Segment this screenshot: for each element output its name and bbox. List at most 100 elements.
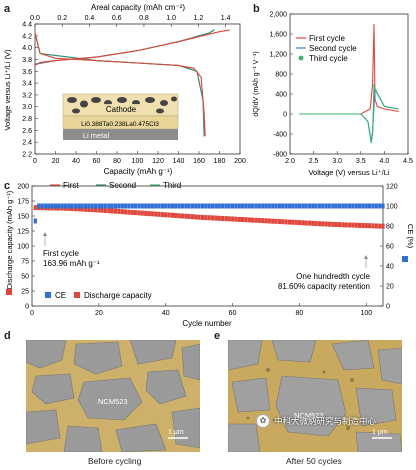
discharge-point: [137, 210, 141, 216]
discharge-point: [234, 216, 238, 222]
panel-label-d: d: [4, 330, 11, 342]
discharge-point: [297, 220, 301, 226]
tick-label: 40: [386, 264, 394, 271]
discharge-point: [344, 222, 348, 228]
y-axis-label: dQ/dV (mAh g⁻¹ V⁻¹): [253, 51, 260, 116]
legend-first-cycle: First cycle: [309, 34, 346, 43]
tick-label: 20: [52, 158, 60, 165]
ce-point: [371, 203, 375, 209]
tick-label: 4.2: [22, 33, 32, 40]
discharge-point: [271, 218, 275, 224]
discharge-point: [224, 216, 228, 222]
discharge-point: [114, 208, 118, 214]
ce-point: [207, 203, 211, 209]
tick-label: 3.8: [22, 57, 32, 64]
ce-point: [241, 203, 245, 209]
ce-point: [194, 203, 198, 209]
discharge-point: [177, 213, 181, 219]
discharge-point: [184, 213, 188, 219]
ce-point: [117, 203, 121, 209]
tick-label: 2.2: [22, 152, 32, 159]
ce-point: [174, 203, 178, 209]
top-ticks: 0.0 0.2 0.4 0.6 0.8 1.0 1.2 1.4: [30, 15, 231, 27]
ce-point: [364, 203, 368, 209]
ce-point: [50, 203, 54, 209]
cathode-label: Cathode: [106, 105, 137, 114]
tick-label: 80: [113, 158, 121, 165]
discharge-point: [204, 215, 208, 221]
ce-point: [160, 203, 164, 209]
discharge-point: [157, 211, 161, 217]
x-ticks: 0 20 40 60 80 100: [30, 303, 372, 317]
ce-point: [204, 203, 208, 209]
ce-point: [304, 203, 308, 209]
discharge-point: [77, 206, 81, 212]
ce-point: [164, 203, 168, 209]
top-tick-label: 1.2: [194, 15, 204, 22]
discharge-point: [301, 220, 305, 226]
discharge-point: [231, 216, 235, 222]
legend-third-cycle: Third cycle: [309, 54, 348, 63]
caption-d: Before cycling: [88, 456, 142, 466]
ce-point: [244, 203, 248, 209]
discharge-point: [371, 223, 375, 229]
cell-schematic: Cathode Li0.388Ta0.238La0.475Cl3 Li meta…: [62, 93, 179, 140]
tick-label: 100: [132, 158, 144, 165]
ce-point: [144, 203, 148, 209]
sem-image-before: NCM523 1 μm: [26, 340, 200, 452]
discharge-point: [87, 207, 91, 212]
discharge-point: [244, 217, 248, 223]
tick-label: 2.5: [309, 158, 319, 165]
ce-point: [351, 203, 355, 209]
y-left-ticks: 0 25 50 75 100 125 150 175 200: [17, 184, 35, 311]
discharge-point: [314, 221, 318, 226]
y-ticks: 2.2 2.4 2.6 2.8 3.0 3.2 3.4 3.6 3.8 4.0 4.2 4.4: [22, 22, 38, 159]
tick-label: 175: [17, 199, 29, 206]
discharge-point: [274, 218, 278, 224]
legend-b: First cycle Second cycle Third cycle: [296, 34, 357, 63]
tick-label: 0: [30, 310, 34, 317]
top-tick-label: 1.4: [221, 15, 231, 22]
discharge-point: [381, 223, 385, 229]
ce-point: [170, 203, 174, 209]
ce-point: [120, 203, 124, 209]
tick-label: 25: [21, 289, 29, 296]
ce-point: [234, 203, 238, 209]
ce-point: [177, 203, 181, 209]
discharge-point: [120, 209, 124, 215]
particle-label-e: NCM523: [294, 411, 324, 420]
discharge-point: [160, 212, 164, 218]
discharge-point: [267, 218, 271, 224]
ce-point: [337, 203, 342, 209]
discharge-point: [93, 207, 98, 213]
discharge-point: [257, 217, 261, 223]
discharge-point: [341, 222, 345, 228]
ce-point: [247, 203, 251, 209]
ce-point: [110, 203, 114, 209]
discharge-point: [103, 208, 108, 213]
ce-point: [267, 203, 271, 209]
panel-a-chart: Areal capacity (mAh cm⁻²) 0.0 0.2 0.4 0.6 0.…: [3, 3, 246, 190]
discharge-point: [197, 214, 201, 220]
discharge-point: [287, 219, 291, 225]
ce-point: [33, 218, 37, 224]
ce-point: [127, 203, 131, 209]
discharge-point: [254, 217, 258, 223]
discharge-point: [190, 214, 195, 220]
discharge-point: [261, 218, 265, 224]
ce-point: [297, 203, 301, 209]
annotation-first: First cycle 163.96 mAh g⁻¹: [43, 232, 100, 268]
discharge-point: [150, 211, 154, 217]
y-left-label-text: Discharge capacity (mAh g⁻¹): [5, 190, 14, 289]
discharge-point: [321, 221, 325, 227]
y-axis-label: Voltage versus Li⁺/Li (V): [3, 49, 12, 131]
dqdv-curve-2: [299, 87, 399, 142]
discharge-point: [361, 223, 365, 228]
curve-first-charge: [34, 29, 230, 66]
ce-point: [37, 203, 41, 209]
discharge-point: [70, 206, 74, 212]
y-right-label-text: CE (%): [406, 224, 415, 249]
discharge-point: [281, 219, 285, 225]
tick-label: 100: [360, 310, 372, 317]
